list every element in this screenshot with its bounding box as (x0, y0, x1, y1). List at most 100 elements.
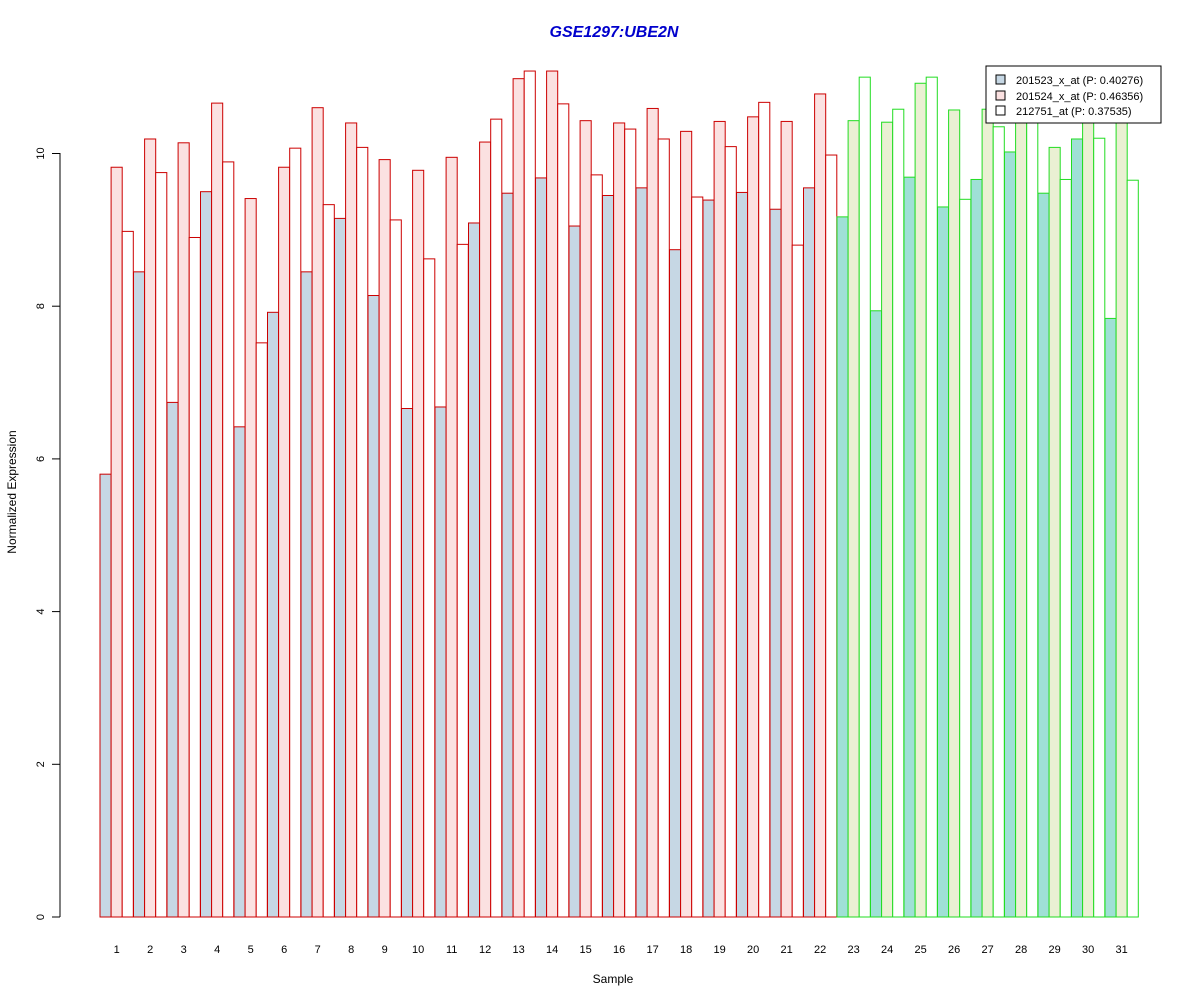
bar-sample-2-series-1 (133, 271, 146, 918)
bar-sample-18-series-1 (669, 249, 682, 918)
chart-title: GSE1297:UBE2N (550, 24, 679, 41)
legend-label-2: 201524_x_at (P: 0.46356) (1016, 91, 1143, 103)
bar-sample-11-series-2 (445, 156, 458, 918)
bar-sample-5-series-3 (255, 342, 268, 918)
bar-sample-4-series-1 (200, 191, 213, 918)
bar-sample-10-series-3 (423, 258, 436, 918)
x-tick-label: 10 (412, 944, 424, 956)
bar-sample-17-series-3 (657, 138, 670, 918)
x-tick-label: 22 (814, 944, 826, 956)
bar-sample-16-series-1 (602, 194, 615, 918)
bar-sample-12-series-1 (468, 222, 481, 918)
bar-sample-19-series-3 (724, 146, 737, 918)
x-tick-label: 15 (580, 944, 592, 956)
x-tick-label: 14 (546, 944, 558, 956)
bar-sample-27-series-2 (981, 108, 994, 918)
x-tick-label: 24 (881, 944, 893, 956)
bar-sample-18-series-2 (680, 130, 693, 918)
bar-sample-30-series-1 (1071, 138, 1084, 918)
bar-sample-2-series-3 (155, 172, 168, 918)
x-tick-label: 16 (613, 944, 625, 956)
bar-sample-7-series-2 (311, 107, 324, 918)
bar-sample-4-series-3 (222, 161, 235, 918)
bar-sample-15-series-1 (568, 225, 581, 918)
bar-sample-22-series-1 (803, 187, 816, 918)
bar-sample-31-series-2 (1115, 107, 1128, 918)
x-tick-label: 23 (848, 944, 860, 956)
bar-sample-3-series-1 (166, 401, 179, 918)
bar-sample-6-series-3 (289, 147, 302, 918)
x-tick-label: 29 (1049, 944, 1061, 956)
bar-sample-12-series-3 (490, 118, 503, 918)
bar-sample-19-series-1 (702, 199, 715, 918)
bar-sample-31-series-3 (1126, 179, 1139, 918)
bar-sample-20-series-1 (736, 191, 749, 918)
bar-sample-29-series-1 (1037, 192, 1050, 918)
x-tick-label: 20 (747, 944, 759, 956)
y-tick-label: 4 (35, 609, 47, 615)
y-tick-label: 6 (35, 456, 47, 462)
bar-sample-17-series-2 (646, 107, 659, 918)
x-tick-label: 6 (281, 944, 287, 956)
bar-sample-28-series-1 (1004, 151, 1017, 918)
bar-sample-1-series-1 (99, 473, 112, 918)
bar-sample-7-series-3 (322, 204, 335, 918)
bar-sample-20-series-2 (747, 116, 760, 918)
bar-sample-13-series-2 (512, 78, 525, 918)
bar-sample-29-series-3 (1059, 178, 1072, 918)
x-tick-label: 13 (513, 944, 525, 956)
bar-sample-9-series-3 (389, 219, 402, 918)
legend-box (985, 65, 1162, 124)
bar-sample-16-series-2 (613, 122, 626, 918)
x-tick-label: 3 (181, 944, 187, 956)
bar-sample-29-series-2 (1048, 146, 1061, 918)
x-tick-label: 5 (248, 944, 254, 956)
bar-sample-27-series-1 (970, 178, 983, 918)
y-tick-label: 0 (35, 914, 47, 920)
bar-sample-1-series-2 (110, 166, 123, 918)
bar-sample-8-series-3 (356, 146, 369, 918)
x-tick-label: 18 (680, 944, 692, 956)
bars-layer (99, 70, 1139, 918)
x-tick-label: 27 (982, 944, 994, 956)
bar-sample-23-series-3 (858, 76, 871, 918)
x-tick-label: 25 (915, 944, 927, 956)
bar-sample-21-series-3 (791, 244, 804, 918)
bar-sample-10-series-2 (412, 169, 425, 918)
bar-sample-1-series-3 (121, 230, 134, 918)
x-tick-label: 11 (446, 944, 457, 956)
bar-sample-5-series-1 (233, 426, 246, 918)
bar-sample-17-series-1 (635, 187, 648, 918)
bar-sample-27-series-3 (992, 126, 1005, 918)
x-tick-label: 7 (315, 944, 321, 956)
bar-sample-14-series-3 (557, 103, 570, 918)
bar-sample-21-series-2 (780, 120, 793, 918)
x-tick-label: 31 (1116, 944, 1128, 956)
x-tick-label: 19 (714, 944, 726, 956)
bar-sample-30-series-2 (1082, 122, 1095, 918)
bar-sample-23-series-2 (847, 120, 860, 918)
bar-sample-8-series-2 (345, 122, 358, 918)
bar-sample-2-series-2 (144, 138, 157, 918)
bar-sample-26-series-1 (937, 206, 950, 918)
bar-sample-23-series-1 (836, 216, 849, 918)
legend-label-1: 201523_x_at (P: 0.40276) (1016, 75, 1143, 87)
y-tick-label: 2 (35, 761, 47, 767)
x-tick-label: 17 (647, 944, 659, 956)
x-tick-label: 9 (382, 944, 388, 956)
legend-swatch-3 (995, 105, 1006, 116)
bar-sample-13-series-3 (523, 70, 536, 918)
bar-sample-3-series-3 (188, 236, 201, 918)
bar-sample-25-series-2 (914, 82, 927, 918)
y-tick-label: 8 (35, 303, 47, 309)
bar-sample-21-series-1 (769, 208, 782, 918)
legend-swatch-1 (995, 74, 1006, 85)
bar-sample-11-series-1 (434, 406, 447, 918)
bar-sample-22-series-3 (825, 154, 838, 918)
bar-sample-30-series-3 (1093, 137, 1106, 918)
bar-sample-12-series-2 (479, 141, 492, 918)
bar-sample-20-series-3 (758, 101, 771, 918)
bar-sample-28-series-2 (1015, 111, 1028, 918)
bar-sample-11-series-3 (456, 243, 469, 918)
